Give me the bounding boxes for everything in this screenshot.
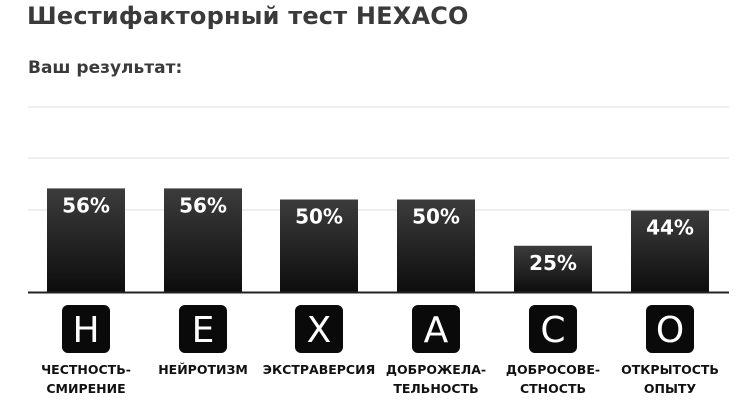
factor-letter: X bbox=[307, 310, 332, 351]
bar-value-label: 56% bbox=[179, 193, 227, 217]
category-label: ОТКРЫТОСТЬ bbox=[621, 362, 719, 377]
category-label: ДОБРОСОВЕ- bbox=[506, 362, 600, 377]
factor-letter: O bbox=[656, 310, 684, 351]
gridlines bbox=[28, 106, 729, 211]
bar-value-label: 50% bbox=[295, 205, 343, 229]
bar-value-label: 25% bbox=[529, 251, 577, 275]
bar-value-label: 44% bbox=[646, 216, 694, 240]
factor-letter: E bbox=[192, 310, 215, 351]
category-label: ТЕЛЬНОСТЬ bbox=[393, 381, 478, 396]
category-labels: ЧЕСТНОСТЬ- СМИРЕНИЕ НЕЙРОТИЗМ ЭКСТРАВЕРСИЯ Д… bbox=[41, 362, 719, 396]
bar-x bbox=[280, 199, 358, 292]
bar-a bbox=[397, 199, 475, 292]
factor-letter-tile bbox=[412, 305, 460, 353]
category-label: ДОБРОЖЕЛА- bbox=[386, 362, 486, 377]
category-label: ОПЫТУ bbox=[644, 381, 697, 396]
bars: 56% 56% 50% 50% 25% 44% bbox=[47, 188, 709, 292]
factor-letter-tile bbox=[179, 305, 227, 353]
factor-letter-tile bbox=[62, 305, 110, 353]
bar-e bbox=[164, 188, 242, 292]
category-label: СТНОСТЬ bbox=[520, 381, 586, 396]
bar-c bbox=[514, 245, 592, 292]
bar-h bbox=[47, 188, 125, 292]
page-title: Шестифакторный тест HEXACO bbox=[27, 2, 469, 30]
factor-letter: C bbox=[540, 310, 565, 351]
bar-value-label: 56% bbox=[62, 193, 110, 217]
category-label: НЕЙРОТИЗМ bbox=[158, 362, 248, 377]
factor-letter-tile bbox=[529, 305, 577, 353]
factor-letter-tile bbox=[646, 305, 694, 353]
bar-o bbox=[631, 210, 709, 292]
category-label: СМИРЕНИЕ bbox=[46, 381, 125, 396]
factor-letter: H bbox=[72, 310, 99, 351]
factor-letter: A bbox=[424, 310, 449, 351]
category-label: ЭКСТРАВЕРСИЯ bbox=[263, 362, 375, 377]
factor-letter-tile bbox=[295, 305, 343, 353]
result-label: Ваш результат: bbox=[28, 58, 183, 78]
category-label: ЧЕСТНОСТЬ- bbox=[41, 362, 131, 377]
bar-value-label: 50% bbox=[412, 205, 460, 229]
